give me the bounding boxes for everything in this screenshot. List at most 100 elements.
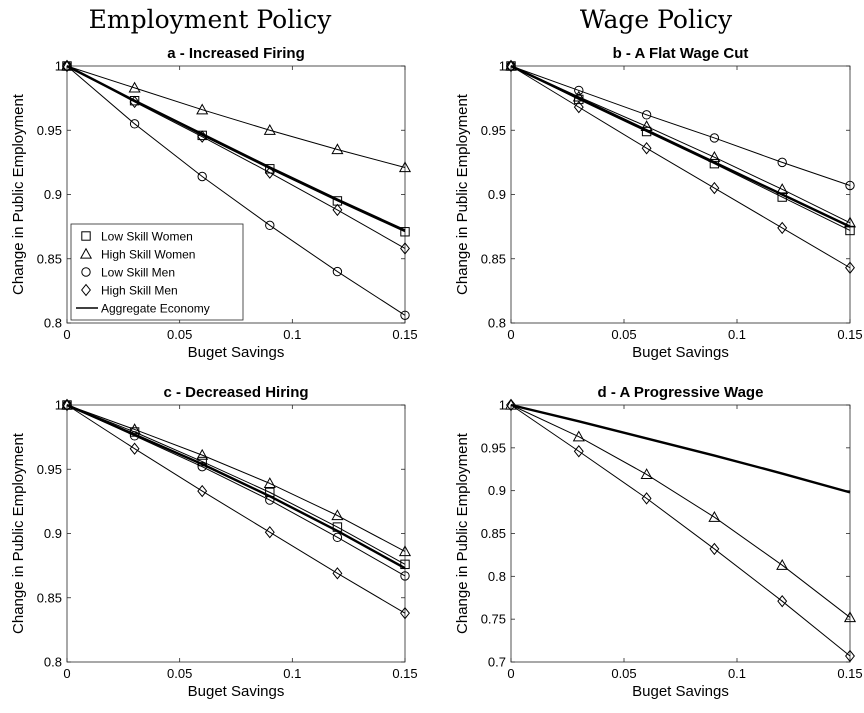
panel-d-series-high-skill-women-point bbox=[776, 558, 789, 570]
panel-a-legend: Low Skill Women High Skill Women Low Skill… bbox=[70, 223, 244, 321]
panel-d-xtick-label: 0.05 bbox=[611, 666, 636, 681]
legend-entry-aggregate-economy-label: Aggregate Economy bbox=[101, 302, 210, 316]
panel-d-ytick-label: 0.9 bbox=[488, 483, 506, 498]
panel-b-ytick-label: 0.8 bbox=[488, 316, 506, 331]
panel-c-series-high-skill-women-point bbox=[331, 509, 344, 521]
panel-a-series-low-skill-men-point bbox=[400, 310, 410, 320]
legend-entry-low-skill-men: Low Skill Men bbox=[81, 266, 175, 280]
panel-a-xtick-label: 0.05 bbox=[167, 327, 192, 342]
panel-c-xtick-label: 0.05 bbox=[167, 666, 192, 681]
panel-d-series-high-skill-men-point bbox=[573, 445, 584, 458]
legend-entry-low-skill-men-label: Low Skill Men bbox=[101, 266, 175, 280]
panel-a: a - Increased Firing 0 0.05 0.1 0.15 0.8 0.85 0… bbox=[10, 45, 418, 361]
legend-entry-high-skill-women: High Skill Women bbox=[79, 247, 195, 262]
panel-c-series-high-skill-men-line bbox=[66, 404, 406, 614]
panel-c-series-aggregate-economy bbox=[66, 403, 406, 570]
panel-b-series-aggregate-economy bbox=[510, 64, 851, 228]
panel-b-plot-area bbox=[510, 65, 851, 324]
panel-d-ylabel: Change in Public Employment bbox=[454, 432, 471, 634]
panel-a-xlabel: Buget Savings bbox=[188, 344, 285, 361]
panel-c-series-high-skill-women-point bbox=[196, 448, 209, 460]
panel-c-xtick-label: 0 bbox=[63, 666, 70, 681]
legend-entry-low-skill-women-label: Low Skill Women bbox=[101, 230, 193, 244]
panel-a-series-high-skill-women-line bbox=[66, 65, 406, 168]
panel-b-series-low-skill-men-line bbox=[510, 65, 851, 186]
panel-d-ytick-label: 0.75 bbox=[481, 612, 506, 627]
panel-d-series-aggregate-economy-line bbox=[510, 403, 851, 494]
legend-entry-high-skill-men-marker bbox=[81, 283, 91, 297]
panel-a-ytick-label: 1 bbox=[55, 59, 62, 74]
panel-c-series-low-skill-men-point bbox=[400, 571, 410, 581]
panel-d-plot-area bbox=[510, 404, 851, 663]
panel-d-ytick-label: 0.95 bbox=[481, 440, 506, 455]
panel-d-series-aggregate-economy bbox=[510, 403, 851, 494]
panel-c-series-high-skill-men-point bbox=[400, 606, 410, 620]
panel-d-series-high-skill-men-point bbox=[506, 398, 516, 412]
panel-c-series-high-skill-men-point bbox=[264, 526, 275, 539]
panel-d-series-high-skill-men-point bbox=[641, 492, 652, 505]
panel-d-series-high-skill-men bbox=[506, 398, 855, 663]
panel-b-ytick-label: 1 bbox=[499, 59, 506, 74]
panel-a-series-high-skill-women-point bbox=[263, 124, 276, 135]
panel-d-series-high-skill-men-point bbox=[777, 594, 788, 608]
panel-d: d - A Progressive Wage 0 0.05 0.1 0.15 0.7 0.7… bbox=[454, 384, 863, 700]
panel-a-ytick-label: 0.8 bbox=[44, 316, 62, 331]
panel-c-series-high-skill-women-point bbox=[263, 477, 276, 489]
legend-entry-high-skill-women-marker bbox=[79, 247, 93, 259]
panel-a-series-high-skill-men-point bbox=[400, 242, 410, 255]
legend-entry-high-skill-men: High Skill Men bbox=[81, 283, 178, 298]
panel-d-series-high-skill-women-point bbox=[708, 510, 721, 522]
panel-b-series-high-skill-men bbox=[506, 59, 855, 274]
panel-a-xtick-label: 0 bbox=[63, 327, 70, 342]
panel-b-series-high-skill-men-point bbox=[573, 100, 584, 114]
legend-entry-aggregate-economy: Aggregate Economy bbox=[76, 302, 210, 316]
panel-b-title: b - A Flat Wage Cut bbox=[613, 45, 749, 62]
panel-d-series-high-skill-women-point bbox=[843, 611, 857, 623]
panel-c-title: c - Decreased Hiring bbox=[163, 384, 308, 401]
panel-a-ytick-label: 0.9 bbox=[44, 187, 62, 202]
panel-c-ytick-label: 0.9 bbox=[44, 526, 62, 541]
panel-d-xtick-label: 0.1 bbox=[728, 666, 746, 681]
panel-b-series-high-skill-men-line bbox=[510, 65, 851, 269]
panel-c-xtick-label: 0.15 bbox=[392, 666, 417, 681]
panel-d-ytick-label: 0.85 bbox=[481, 526, 506, 541]
panel-d-series-high-skill-men-point bbox=[709, 542, 720, 556]
legend-entry-high-skill-men-label: High Skill Men bbox=[101, 284, 178, 298]
panel-b-series-high-skill-women-point bbox=[843, 216, 857, 228]
panel-b: b - A Flat Wage Cut 0 0.05 0.1 0.15 0.8 0.85 0.… bbox=[454, 45, 863, 361]
panel-a-title: a - Increased Firing bbox=[167, 45, 305, 62]
panel-a-series-high-skill-women-point bbox=[398, 161, 412, 173]
legend-entry-low-skill-women: Low Skill Women bbox=[81, 230, 193, 244]
panel-c-xlabel: Buget Savings bbox=[188, 683, 285, 700]
panel-b-xtick-label: 0 bbox=[507, 327, 514, 342]
panel-c-series-high-skill-men-point bbox=[197, 484, 208, 498]
panel-a-series-aggregate-economy bbox=[66, 64, 406, 232]
panel-b-series-high-skill-men-point bbox=[506, 59, 516, 73]
panel-a-ytick-label: 0.85 bbox=[37, 251, 62, 266]
panel-a-series-low-skill-men-point bbox=[332, 266, 343, 277]
panel-c-series-high-skill-women-line bbox=[66, 404, 406, 552]
panel-c-series-high-skill-men-point bbox=[62, 398, 72, 412]
legend-entry-high-skill-women-label: High Skill Women bbox=[101, 248, 195, 262]
legend-entry-low-skill-women-marker bbox=[81, 231, 91, 241]
panel-a-series-high-skill-men-point bbox=[332, 203, 343, 217]
panel-b-ytick-label: 0.9 bbox=[488, 187, 506, 202]
panel-b-xtick-label: 0.05 bbox=[611, 327, 636, 342]
panel-c-series-low-skill-women-point bbox=[400, 559, 410, 570]
panel-d-ytick-label: 1 bbox=[499, 398, 506, 413]
panel-d-ytick-label: 0.8 bbox=[488, 569, 506, 584]
panel-c-ytick-label: 0.8 bbox=[44, 655, 62, 670]
panel-a-series-high-skill-women-point bbox=[196, 103, 209, 115]
panel-c-series-high-skill-women-point bbox=[398, 545, 412, 557]
panel-c-series-low-skill-men-point bbox=[332, 532, 343, 543]
panel-a-ytick-label: 0.95 bbox=[37, 123, 62, 138]
panel-a-series-low-skill-men-point bbox=[197, 171, 207, 182]
panel-a-xtick-label: 0.1 bbox=[283, 327, 301, 342]
panel-b-series-high-skill-men-point bbox=[777, 221, 788, 235]
panel-b-xtick-label: 0.15 bbox=[837, 327, 862, 342]
panel-c-series-aggregate-economy-line bbox=[66, 403, 406, 570]
panel-a-series-low-skill-men-point bbox=[129, 119, 140, 129]
panel-a-series-low-skill-men bbox=[62, 61, 410, 320]
panel-b-ytick-label: 0.95 bbox=[481, 123, 506, 138]
